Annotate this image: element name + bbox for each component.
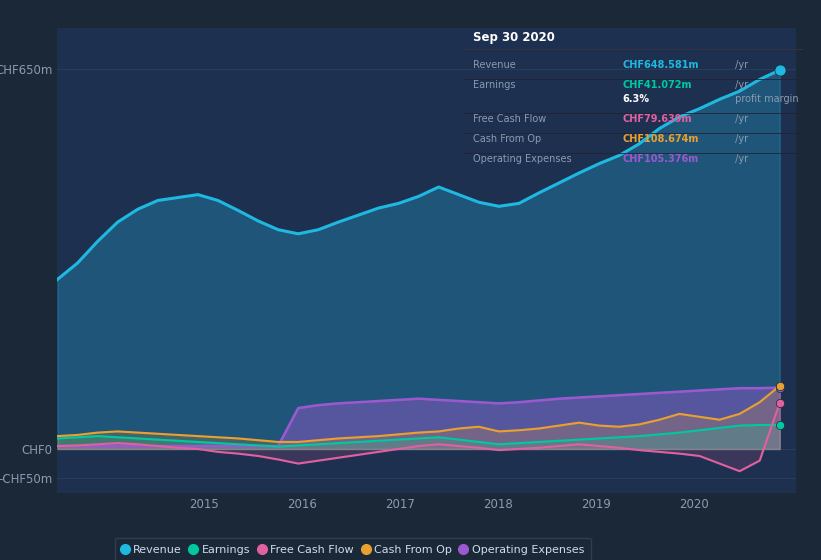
Text: /yr: /yr: [732, 114, 748, 124]
Text: Sep 30 2020: Sep 30 2020: [473, 30, 555, 44]
Text: profit margin: profit margin: [732, 94, 798, 104]
Text: Revenue: Revenue: [473, 59, 516, 69]
Text: CHF108.674m: CHF108.674m: [623, 134, 699, 144]
Text: /yr: /yr: [732, 134, 748, 144]
Text: Cash From Op: Cash From Op: [473, 134, 542, 144]
Text: Free Cash Flow: Free Cash Flow: [473, 114, 547, 124]
Text: /yr: /yr: [732, 154, 748, 164]
Legend: Revenue, Earnings, Free Cash Flow, Cash From Op, Operating Expenses: Revenue, Earnings, Free Cash Flow, Cash …: [115, 538, 591, 560]
Text: Earnings: Earnings: [473, 80, 516, 90]
Text: CHF648.581m: CHF648.581m: [623, 59, 699, 69]
Text: /yr: /yr: [732, 59, 748, 69]
Text: /yr: /yr: [732, 80, 748, 90]
Text: Operating Expenses: Operating Expenses: [473, 154, 571, 164]
Text: 6.3%: 6.3%: [623, 94, 649, 104]
Text: CHF79.639m: CHF79.639m: [623, 114, 692, 124]
Text: CHF41.072m: CHF41.072m: [623, 80, 692, 90]
Text: CHF105.376m: CHF105.376m: [623, 154, 699, 164]
